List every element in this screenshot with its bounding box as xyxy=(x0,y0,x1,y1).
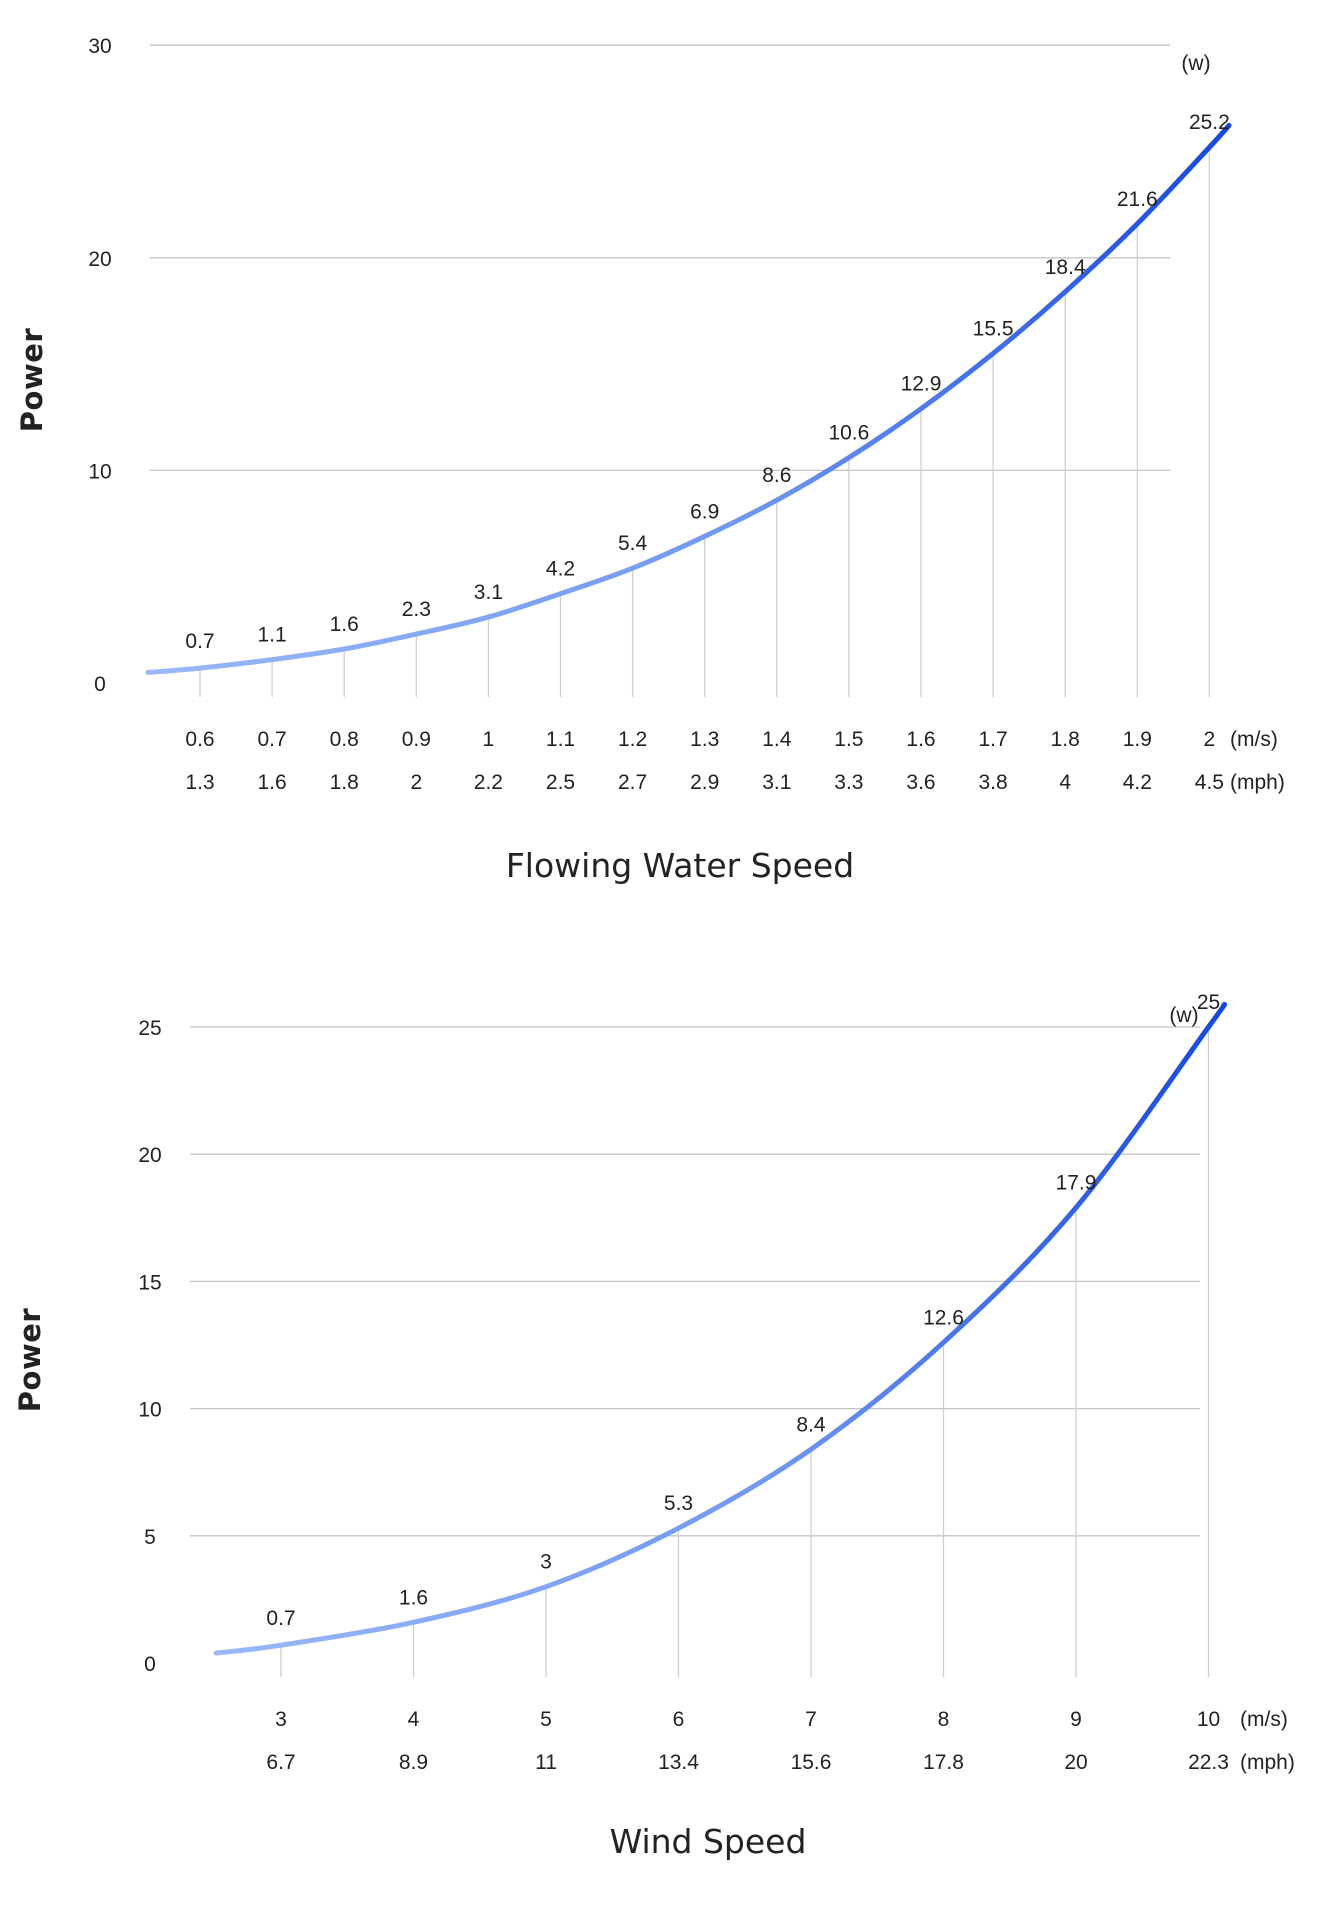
x-tick-label-mph: 3.3 xyxy=(834,771,863,794)
x-tick-label-ms: 5 xyxy=(540,1708,552,1731)
x-tick-label-mph: 1.6 xyxy=(257,771,286,794)
x-tick-label-ms: 0.9 xyxy=(402,728,431,751)
data-label: 12.6 xyxy=(923,1306,964,1329)
x-tick-label-ms: 1.4 xyxy=(762,728,792,751)
data-label: 21.6 xyxy=(1117,188,1158,211)
x-tick-label-mph: 22.3 xyxy=(1188,1751,1229,1774)
y-tick-label: 10 xyxy=(88,460,111,483)
y-tick-label: 10 xyxy=(138,1399,161,1422)
x-tick-label-mph: 4.5 xyxy=(1195,771,1224,794)
data-label: 2.3 xyxy=(402,598,431,621)
data-label: 3 xyxy=(540,1551,552,1574)
data-label: 5.3 xyxy=(664,1492,693,1515)
power-curve xyxy=(213,1001,1228,1656)
x-tick-label-ms: 1.8 xyxy=(1051,728,1080,751)
y-axis-title: Power xyxy=(15,328,49,433)
data-label: 18.4 xyxy=(1045,256,1086,279)
data-label: 3.1 xyxy=(474,581,503,604)
x-tick-label-ms: 1.5 xyxy=(834,728,863,751)
data-label: 1.1 xyxy=(257,624,286,647)
x-tick-label-mph: 11 xyxy=(535,1751,557,1774)
x-tick-label-mph: 2 xyxy=(410,771,422,794)
data-label: 15.5 xyxy=(973,317,1014,340)
x-tick-label-mph: 6.7 xyxy=(266,1751,295,1774)
chart-svg: 0 10 20 30 (w) Power 0.7 1.1 1.6 2.3 3.1 4.2 5.4 6.9 8… xyxy=(15,35,1285,885)
x-tick-label-ms: 1 xyxy=(483,728,495,751)
y-axis-title: Power xyxy=(13,1308,47,1413)
x-tick-label-mph: 1.3 xyxy=(185,771,214,794)
chart-svg: 0510152025(w)Power0.71.635.38.412.617.92… xyxy=(13,991,1295,1861)
x-tick-label-mph: 4 xyxy=(1059,771,1071,794)
x-tick-label-ms: 1.7 xyxy=(978,728,1007,751)
water-speed-chart: 0 10 20 30 (w) Power 0.7 1.1 1.6 2.3 3.1 4.2 5.4 6.9 8… xyxy=(0,0,1330,920)
x-tick-label-ms: 10 xyxy=(1197,1708,1220,1731)
wind-speed-chart: 0 5 10 15 20 25 (w) Power 0.7 1.6 3 5.3 8.4 12.6 17.9 2… xyxy=(0,960,1330,1920)
data-label: 8.6 xyxy=(762,464,791,487)
x-unit-ms: (m/s) xyxy=(1240,1708,1288,1731)
data-label: 6.9 xyxy=(690,500,719,523)
x-tick-label-ms: 1.6 xyxy=(906,728,935,751)
data-label: 25 xyxy=(1197,991,1220,1014)
y-tick-label: 5 xyxy=(144,1526,156,1549)
x-tick-label-mph: 17.8 xyxy=(923,1751,964,1774)
x-tick-label-mph: 2.9 xyxy=(690,771,719,794)
x-tick-label-mph: 2.7 xyxy=(618,771,647,794)
x-tick-label-mph: 3.1 xyxy=(762,771,791,794)
data-label: 1.6 xyxy=(399,1586,428,1609)
gridlines xyxy=(150,44,1170,472)
x-tick-label-mph: 2.2 xyxy=(474,771,503,794)
y-tick-label: 20 xyxy=(138,1144,161,1167)
x-tick-label-ms: 0.6 xyxy=(185,728,214,751)
x-tick-label-ms: 1.3 xyxy=(690,728,719,751)
y-tick-label: 0 xyxy=(144,1653,156,1676)
x-tick-label-mph: 4.2 xyxy=(1123,771,1152,794)
x-tick-label-ms: 1.2 xyxy=(618,728,647,751)
x-tick-label-ms: 0.8 xyxy=(330,728,359,751)
x-axis-title: Wind Speed xyxy=(610,1822,807,1861)
data-label: 25.2 xyxy=(1189,111,1230,134)
x-unit-mph: (mph) xyxy=(1230,771,1285,794)
data-label: 0.7 xyxy=(185,630,214,653)
x-tick-label-mph: 3.8 xyxy=(978,771,1007,794)
x-tick-label-ms: 0.7 xyxy=(257,728,286,751)
y-unit-label: (w) xyxy=(1181,52,1210,75)
x-tick-label-mph: 15.6 xyxy=(791,1751,832,1774)
x-tick-label-ms: 8 xyxy=(938,1708,950,1731)
x-tick-label-mph: 1.8 xyxy=(330,771,359,794)
x-tick-label-ms: 9 xyxy=(1070,1708,1082,1731)
data-label: 10.6 xyxy=(828,422,869,445)
data-label: 4.2 xyxy=(546,558,575,581)
x-tick-label-ms: 1.1 xyxy=(546,728,575,751)
y-tick-label: 30 xyxy=(88,35,111,58)
y-tick-label: 15 xyxy=(138,1271,161,1294)
x-tick-label-mph: 13.4 xyxy=(658,1751,699,1774)
x-tick-label-ms: 6 xyxy=(673,1708,685,1731)
x-tick-label-ms: 4 xyxy=(408,1708,420,1731)
x-tick-label-ms: 3 xyxy=(275,1708,287,1731)
data-label: 0.7 xyxy=(266,1607,295,1630)
x-tick-label-ms: 7 xyxy=(805,1708,817,1731)
x-tick-label-mph: 2.5 xyxy=(546,771,575,794)
x-unit-mph: (mph) xyxy=(1240,1751,1295,1774)
data-label: 1.6 xyxy=(330,613,359,636)
x-tick-label-mph: 20 xyxy=(1064,1751,1087,1774)
data-label: 8.4 xyxy=(796,1413,826,1436)
x-tick-label-ms: 2 xyxy=(1204,728,1216,751)
y-unit-label: (w) xyxy=(1169,1004,1198,1027)
x-tick-label-mph: 3.6 xyxy=(906,771,935,794)
y-tick-label: 20 xyxy=(88,248,111,271)
gridlines xyxy=(190,1026,1200,1537)
x-tick-label-mph: 8.9 xyxy=(399,1751,428,1774)
x-tick-label-ms: 1.9 xyxy=(1123,728,1152,751)
data-label: 12.9 xyxy=(901,373,942,396)
y-tick-label: 0 xyxy=(94,673,106,696)
x-axis-title: Flowing Water Speed xyxy=(506,846,854,885)
x-unit-ms: (m/s) xyxy=(1230,728,1278,751)
data-label: 17.9 xyxy=(1056,1172,1097,1195)
data-label: 5.4 xyxy=(618,532,648,555)
power-curve xyxy=(145,122,1232,675)
y-tick-label: 25 xyxy=(138,1017,161,1040)
